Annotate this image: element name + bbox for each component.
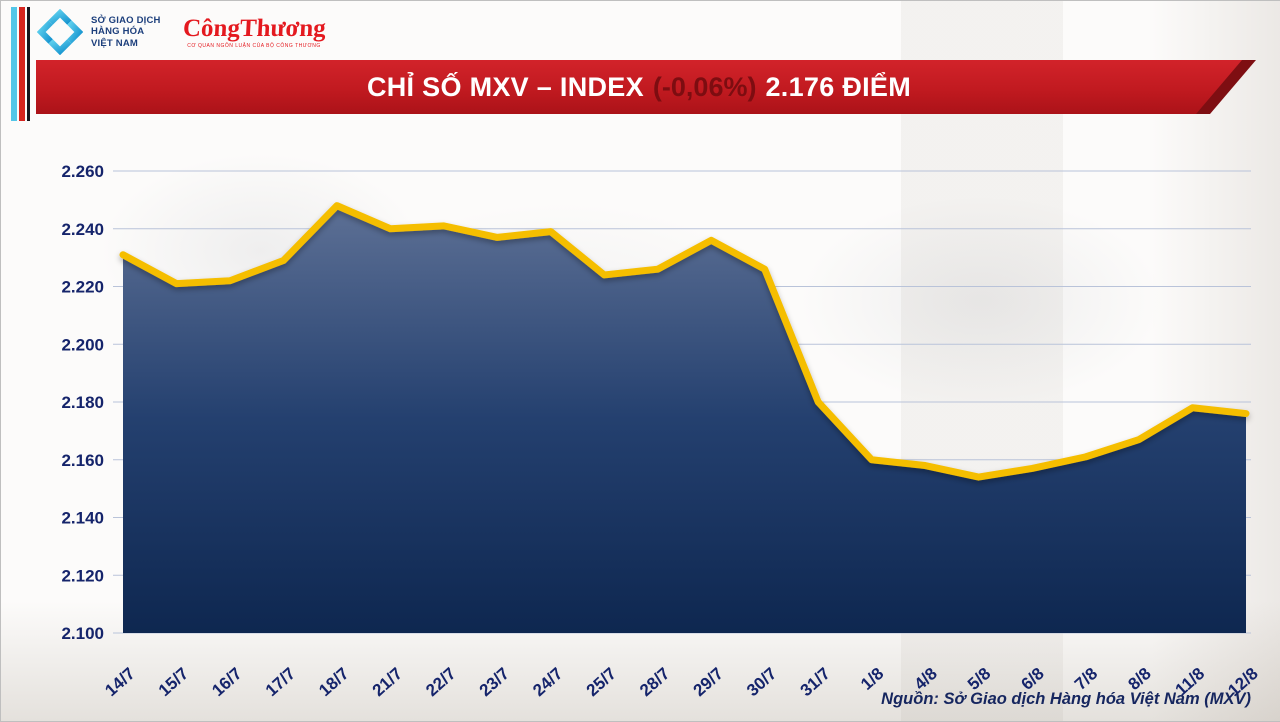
mxv-logo-icon: [37, 9, 83, 55]
banner-main: CHỈ SỐ MXV – INDEX (-0,06%) 2.176 ĐIỂM: [36, 60, 1242, 114]
org-line: VIỆT NAM: [91, 37, 138, 49]
x-axis-label: 25/7: [583, 664, 620, 700]
x-axis-label: 22/7: [422, 664, 459, 700]
brand-stripes: [11, 7, 30, 121]
x-axis-label: 17/7: [262, 664, 299, 700]
y-axis-label: 2.100: [61, 624, 104, 643]
y-axis-label: 2.140: [61, 509, 104, 528]
banner-title: CHỈ SỐ MXV – INDEX: [366, 71, 644, 102]
x-axis-label: 29/7: [690, 664, 727, 700]
x-axis-label: 24/7: [529, 664, 566, 700]
stripe-red: [19, 7, 25, 121]
org-line: SỞ GIAO DỊCH: [91, 14, 161, 26]
congthuong-tagline: CƠ QUAN NGÔN LUẬN CỦA BỘ CÔNG THƯƠNG: [187, 42, 321, 49]
y-axis-label: 2.240: [61, 220, 104, 239]
banner-change-value: (-0,06%): [652, 71, 757, 102]
x-axis-label: 21/7: [369, 664, 406, 700]
x-axis-label: 23/7: [476, 664, 513, 700]
org-line: HÀNG HÓA: [91, 26, 145, 38]
source-note: Nguồn: Sở Giao dịch Hàng hóa Việt Nam (M…: [881, 690, 1251, 708]
mxv-index-chart: 2.100 2.120 2.140 2.160 2.180 2.200 2.220 2.240…: [61, 162, 1261, 700]
x-axis-label: 15/7: [155, 664, 192, 700]
area-fill: [123, 205, 1246, 633]
x-axis-label: 31/7: [797, 664, 834, 700]
x-axis-label: 30/7: [743, 664, 780, 700]
y-axis-label: 2.260: [61, 162, 104, 181]
y-axis-label: 2.200: [61, 335, 104, 354]
congthuong-logo: CôngThương CƠ QUAN NGÔN LUẬN CỦA BỘ CÔNG…: [181, 14, 327, 49]
x-axis-label: 14/7: [101, 664, 138, 700]
y-axis-label: 2.220: [61, 278, 104, 297]
congthuong-wordmark: CôngThương: [181, 14, 327, 42]
y-axis-label: 2.180: [61, 393, 104, 412]
x-axis-label: 16/7: [208, 664, 245, 700]
x-axis-label: 28/7: [636, 664, 673, 700]
x-axis-label: 18/7: [315, 664, 352, 700]
header-logos: SỞ GIAO DỊCH HÀNG HÓA VIỆT NAM CôngThươn…: [37, 6, 327, 58]
banner-points-value: 2.176 ĐIỂM: [765, 71, 912, 102]
mxv-org-name: SỞ GIAO DỊCH HÀNG HÓA VIỆT NAM: [91, 15, 161, 49]
y-axis-label: 2.160: [61, 451, 104, 470]
y-axis-label: 2.120: [61, 566, 104, 585]
index-line: [119, 202, 1250, 481]
title-banner: CHỈ SỐ MXV – INDEX (-0,06%) 2.176 ĐIỂM: [36, 60, 1256, 114]
stripe-dark: [27, 7, 30, 121]
stripe-cyan: [11, 7, 17, 121]
